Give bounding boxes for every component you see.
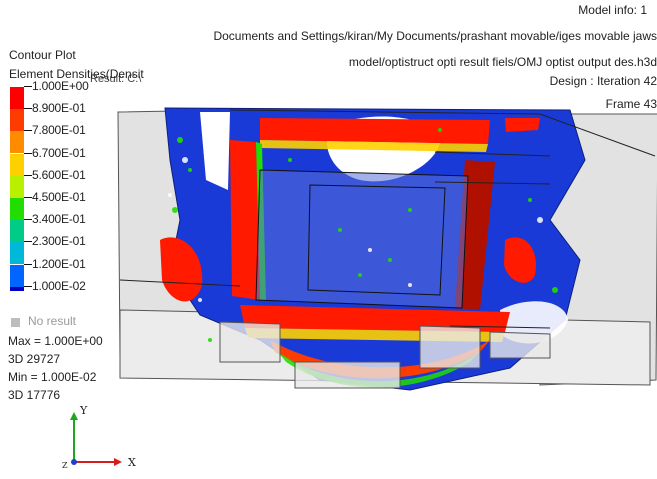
legend-tick [24, 152, 32, 154]
density-patch-top-right [505, 118, 540, 132]
density-patch-right [504, 237, 536, 283]
legend-label: 3.400E-01 [32, 212, 86, 227]
density-patch-left [160, 237, 203, 302]
legend-swatch [10, 109, 24, 132]
legend-swatch [10, 87, 24, 109]
jaw-inner-block [307, 184, 446, 296]
legend-swatch [10, 131, 24, 154]
file-path-line-2: model/optistruct opti result fiels/OMJ o… [348, 55, 657, 69]
legend-label: 1.000E+00 [32, 79, 89, 93]
model-info-label: Model info: 1 [578, 3, 647, 17]
legend-entry: 1.000E-02 [10, 279, 150, 309]
legend-entry: 8.900E-01 [10, 101, 150, 132]
legend-label: 1.200E-01 [32, 256, 86, 271]
legend-entry: 6.700E-01 [10, 146, 150, 176]
file-path-line-1: Documents and Settings/kiran/My Document… [213, 29, 657, 43]
legend-label: 7.800E-01 [32, 123, 86, 138]
min-element-label: 3D 17776 [8, 388, 61, 402]
legend-label: 5.600E-01 [32, 167, 86, 182]
legend-tick [24, 130, 32, 132]
legend-swatch [10, 153, 24, 176]
foot-block-left [219, 321, 281, 363]
legend-entry: 5.600E-01 [10, 168, 150, 198]
max-value-label: Max = 1.000E+00 [8, 334, 103, 348]
legend-label: 1.000E-02 [32, 278, 86, 293]
model-viewport[interactable] [110, 100, 657, 395]
legend-swatch [10, 220, 24, 243]
legend-tick [24, 108, 32, 110]
legend-title: Contour Plot [9, 48, 76, 62]
legend-entry: 3.400E-01 [10, 212, 150, 243]
legend-tick [24, 241, 32, 243]
legend-entry: 4.500E-01 [10, 190, 150, 220]
x-axis-label: X [128, 456, 136, 469]
legend-entry: 2.300E-01 [10, 234, 150, 265]
legend-swatch [10, 198, 24, 220]
z-axis-dot [71, 459, 77, 465]
legend-label: 6.700E-01 [32, 145, 86, 160]
legend-label: 4.500E-01 [32, 190, 86, 204]
result-label: Result: C:\ [90, 73, 142, 85]
foot-block-far-right [489, 331, 551, 359]
legend-entry: 7.800E-01 [10, 123, 150, 154]
z-axis-label: Z [62, 461, 68, 470]
wire-top [229, 109, 656, 157]
max-element-label: 3D 29727 [8, 352, 61, 366]
legend-entry: 1.000E+00 [10, 79, 150, 109]
legend-tick [24, 86, 32, 87]
y-axis-arrow [70, 412, 78, 420]
legend-swatch [10, 264, 24, 287]
legend-tick [24, 219, 32, 221]
min-value-label: Min = 1.000E-02 [8, 370, 97, 384]
axis-triad: Y X Z [62, 404, 136, 470]
mesh-speckles-white [168, 157, 543, 302]
legend-label: 8.900E-01 [32, 101, 86, 116]
legend-entry: 1.200E-01 [10, 257, 150, 287]
jaw-plate [255, 169, 469, 309]
y-axis-label: Y [79, 404, 88, 417]
foot-block-right [419, 325, 481, 369]
legend-tick [24, 197, 32, 198]
mesh-speckles [172, 128, 558, 342]
density-frame-top-band [260, 140, 488, 152]
density-frame-top [260, 118, 490, 144]
legend-tick [24, 285, 32, 287]
legend-subtitle: Element Densities(Densit [9, 67, 144, 81]
void-left-strip [200, 112, 230, 190]
design-iteration-label: Design : Iteration 42 [549, 74, 657, 88]
density-frame-left [230, 140, 260, 300]
legend-tick [24, 174, 32, 176]
no-result-label: No result [28, 314, 77, 328]
legend-swatch [10, 242, 24, 265]
legend-swatch [10, 175, 24, 198]
x-axis-arrow [114, 458, 122, 466]
no-result-swatch [11, 318, 20, 327]
frame-label: Frame 43 [605, 97, 657, 111]
density-frame-bottom [240, 305, 510, 332]
legend-label: 2.300E-01 [32, 234, 86, 249]
foot-block-mid [294, 361, 401, 389]
legend-tick [24, 263, 32, 265]
legend-swatch [10, 286, 24, 291]
